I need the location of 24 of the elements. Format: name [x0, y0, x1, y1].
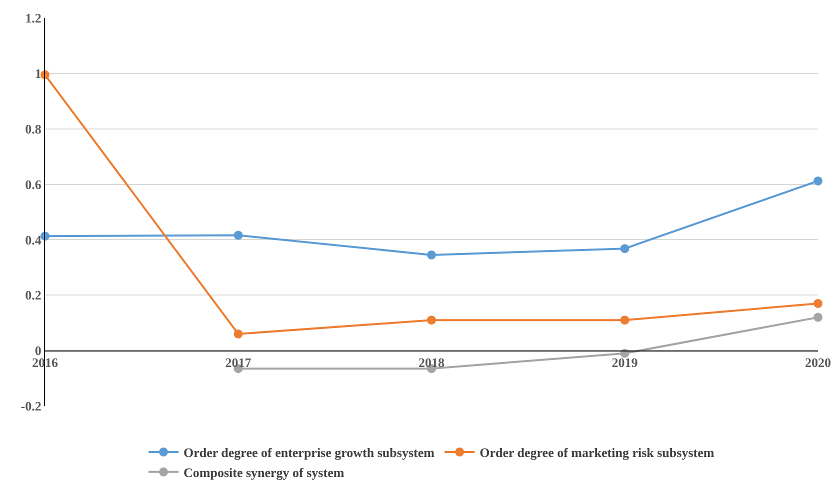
point: [620, 316, 630, 325]
point: [234, 230, 243, 240]
point: [234, 329, 243, 338]
legend-label: Order degree of marketing risk subsystem: [480, 445, 714, 460]
x-tick-label: 2019: [612, 355, 638, 370]
y-tick-label: 0.2: [25, 288, 42, 303]
legend-label: Composite synergy of system: [184, 464, 344, 480]
y-tick-label: 1.2: [25, 10, 42, 26]
point: [427, 250, 436, 260]
x-tick-label: 2020: [805, 355, 831, 370]
point: [814, 176, 822, 186]
x-tick-label: 2018: [418, 355, 445, 370]
y-tick-label: 1: [34, 66, 42, 81]
x-tick-label: 2017: [225, 355, 252, 370]
point: [814, 298, 822, 308]
y-tick-label: -0.2: [20, 398, 42, 414]
point: [620, 244, 630, 254]
point: [814, 312, 822, 322]
point: [427, 316, 436, 325]
y-tick-label: 0.6: [25, 176, 42, 192]
y-tick-label: 0.8: [25, 121, 42, 136]
y-tick-label: 0: [34, 343, 42, 358]
y-tick-label: 0.4: [25, 232, 42, 248]
legend-label: Order degree of enterprise growth subsystem: [184, 445, 435, 460]
